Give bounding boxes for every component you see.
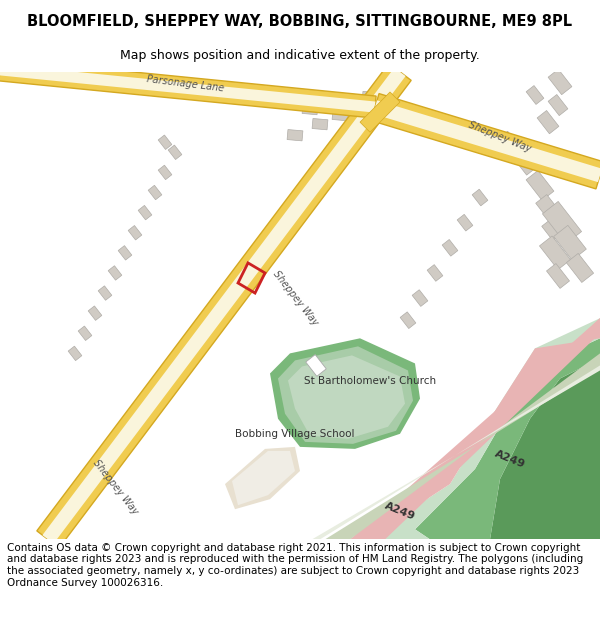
- Polygon shape: [542, 219, 562, 241]
- Polygon shape: [148, 185, 162, 200]
- Polygon shape: [278, 346, 413, 444]
- Text: Map shows position and indicative extent of the property.: Map shows position and indicative extent…: [120, 49, 480, 62]
- Polygon shape: [118, 246, 132, 260]
- Polygon shape: [332, 109, 348, 121]
- Polygon shape: [37, 63, 411, 548]
- Polygon shape: [542, 201, 581, 244]
- Polygon shape: [472, 189, 488, 206]
- Text: Bobbing Village School: Bobbing Village School: [235, 429, 355, 439]
- Polygon shape: [362, 91, 378, 103]
- Polygon shape: [88, 306, 102, 321]
- Polygon shape: [270, 338, 420, 449]
- Polygon shape: [345, 318, 600, 539]
- Polygon shape: [128, 226, 142, 240]
- Polygon shape: [168, 145, 182, 159]
- Text: Sheppey Way: Sheppey Way: [271, 269, 319, 328]
- Polygon shape: [302, 103, 318, 115]
- Polygon shape: [547, 264, 569, 288]
- Polygon shape: [43, 68, 406, 544]
- Text: Contains OS data © Crown copyright and database right 2021. This information is : Contains OS data © Crown copyright and d…: [7, 542, 583, 588]
- Polygon shape: [0, 59, 376, 118]
- Polygon shape: [306, 354, 326, 376]
- Text: A249: A249: [383, 501, 417, 522]
- Text: Sheppey Way: Sheppey Way: [467, 120, 533, 154]
- Polygon shape: [330, 318, 600, 539]
- Polygon shape: [0, 64, 376, 112]
- Polygon shape: [415, 338, 600, 539]
- Polygon shape: [536, 194, 560, 221]
- Text: BLOOMFIELD, SHEPPEY WAY, BOBBING, SITTINGBOURNE, ME9 8PL: BLOOMFIELD, SHEPPEY WAY, BOBBING, SITTIN…: [28, 14, 572, 29]
- Polygon shape: [548, 94, 568, 116]
- Polygon shape: [310, 366, 600, 539]
- Polygon shape: [288, 356, 405, 439]
- Polygon shape: [365, 318, 600, 539]
- Polygon shape: [554, 226, 586, 260]
- Text: St Bartholomew's Church: St Bartholomew's Church: [304, 376, 436, 386]
- Polygon shape: [108, 266, 122, 280]
- Polygon shape: [513, 149, 537, 175]
- Polygon shape: [373, 101, 600, 182]
- Polygon shape: [158, 135, 172, 149]
- Polygon shape: [412, 290, 428, 306]
- Polygon shape: [98, 286, 112, 300]
- Polygon shape: [347, 101, 363, 112]
- Polygon shape: [158, 165, 172, 179]
- Polygon shape: [548, 69, 572, 94]
- Polygon shape: [566, 253, 593, 282]
- Polygon shape: [442, 239, 458, 256]
- Polygon shape: [495, 131, 525, 163]
- Polygon shape: [526, 86, 544, 104]
- Polygon shape: [138, 206, 152, 220]
- Polygon shape: [400, 312, 416, 329]
- Polygon shape: [537, 111, 559, 134]
- Polygon shape: [360, 92, 400, 132]
- Polygon shape: [371, 94, 600, 189]
- Polygon shape: [427, 264, 443, 281]
- Polygon shape: [78, 326, 92, 341]
- Polygon shape: [526, 171, 554, 201]
- Polygon shape: [312, 119, 328, 130]
- Polygon shape: [287, 129, 303, 141]
- Polygon shape: [490, 358, 600, 539]
- Polygon shape: [457, 214, 473, 231]
- Polygon shape: [539, 236, 571, 269]
- Text: A249: A249: [493, 448, 527, 469]
- Polygon shape: [232, 451, 295, 505]
- Polygon shape: [315, 353, 600, 539]
- Polygon shape: [68, 346, 82, 361]
- Text: Sheppey Way: Sheppey Way: [91, 458, 139, 516]
- Polygon shape: [225, 447, 300, 509]
- Text: Parsonage Lane: Parsonage Lane: [146, 74, 224, 94]
